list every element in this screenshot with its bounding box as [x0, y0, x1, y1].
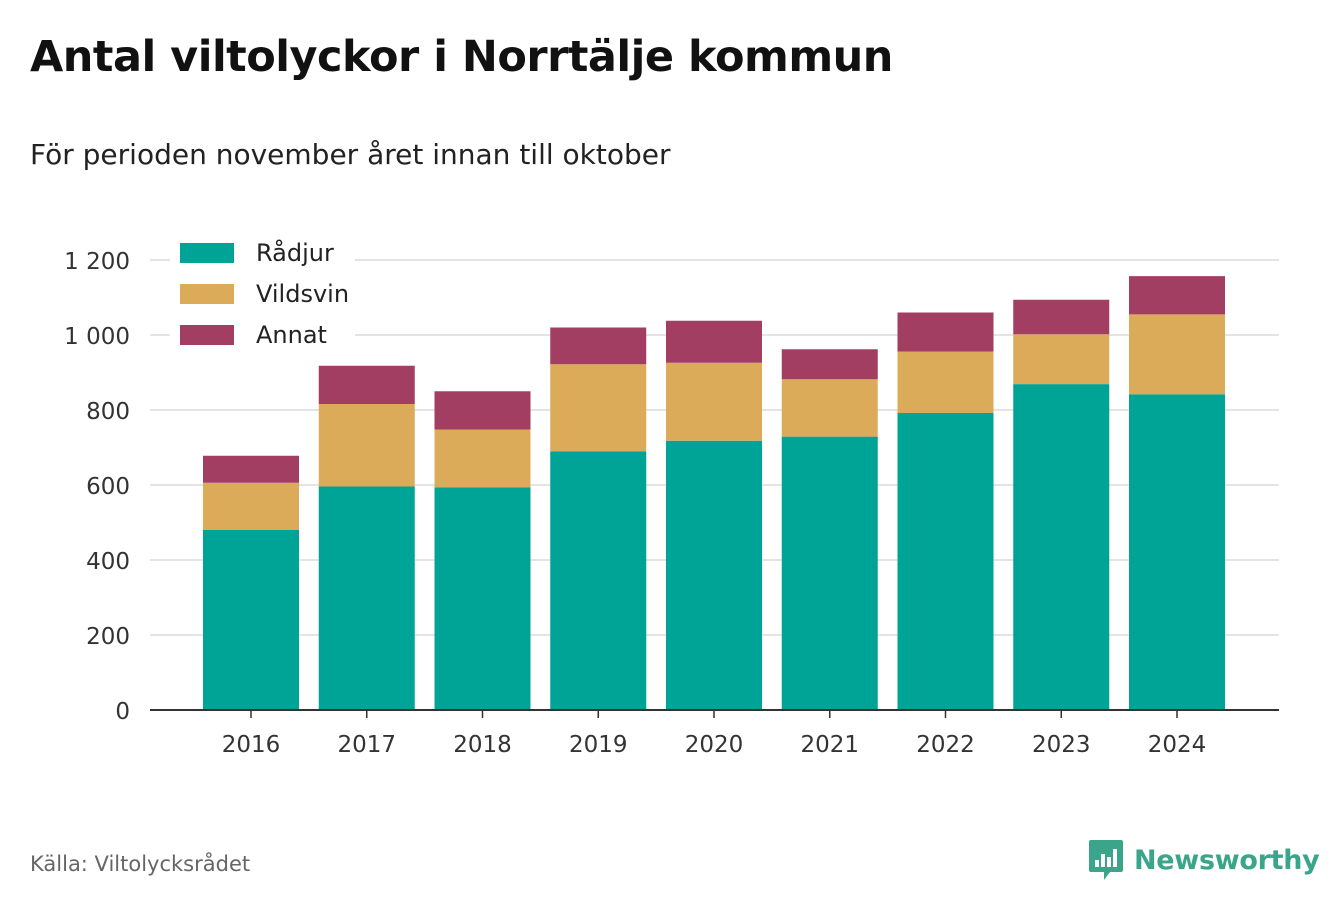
- bar-vildsvin-2016: [203, 482, 299, 530]
- x-tick-label: 2024: [1148, 732, 1207, 758]
- y-tick-label: 800: [86, 399, 130, 425]
- bar-rdjur-2017: [318, 486, 415, 710]
- legend-label: Vildsvin: [256, 280, 349, 308]
- legend-swatch: [180, 284, 234, 304]
- bar-rdjur-2016: [203, 530, 299, 710]
- y-tick-label: 0: [115, 699, 130, 725]
- bar-vildsvin-2023: [1013, 334, 1110, 385]
- bar-vildsvin-2021: [781, 379, 878, 437]
- x-tick-label: 2021: [800, 732, 859, 758]
- y-tick-label: 200: [86, 624, 130, 650]
- x-tick-label: 2023: [1032, 732, 1091, 758]
- bar-annat-2021: [781, 349, 878, 380]
- bar-vildsvin-2019: [550, 364, 647, 452]
- x-tick-label: 2016: [222, 732, 281, 758]
- x-tick-label: 2017: [337, 732, 396, 758]
- bar-annat-2023: [1013, 299, 1110, 335]
- bar-chart-speech-bubble-icon: [1089, 840, 1123, 880]
- bar-annat-2019: [550, 327, 647, 365]
- bar-annat-2017: [318, 365, 415, 404]
- legend-swatch: [180, 325, 234, 345]
- x-tick-label: 2018: [453, 732, 512, 758]
- bar-annat-2024: [1129, 276, 1225, 315]
- bar-vildsvin-2024: [1129, 314, 1225, 395]
- bar-vildsvin-2017: [318, 404, 415, 487]
- y-tick-label: 1 200: [64, 249, 130, 275]
- y-tick-label: 1 000: [64, 324, 130, 350]
- y-tick-label: 400: [86, 549, 130, 575]
- bar-annat-2018: [434, 391, 531, 430]
- bar-rdjur-2024: [1129, 394, 1225, 710]
- bar-rdjur-2020: [666, 440, 762, 710]
- legend-label: Annat: [256, 321, 327, 349]
- chart-subtitle: För perioden november året innan till ok…: [30, 138, 671, 171]
- bar-rdjur-2023: [1013, 384, 1110, 710]
- legend-label: Rådjur: [256, 238, 334, 267]
- bar-annat-2016: [203, 455, 299, 483]
- bar-vildsvin-2018: [434, 429, 531, 488]
- brand-name: Newsworthy: [1134, 844, 1320, 876]
- chart-title: Antal viltolyckor i Norrtälje kommun: [30, 32, 893, 82]
- x-tick-label: 2022: [916, 732, 975, 758]
- x-tick-label: 2019: [569, 732, 628, 758]
- bar-annat-2022: [897, 312, 994, 352]
- brand-logo: Newsworthy: [1088, 838, 1320, 882]
- x-tick-label: 2020: [685, 732, 744, 758]
- bar-rdjur-2019: [550, 451, 647, 710]
- bar-vildsvin-2020: [666, 362, 762, 441]
- legend-swatch: [180, 243, 234, 263]
- bar-rdjur-2022: [897, 413, 994, 710]
- bar-rdjur-2018: [434, 487, 531, 710]
- bar-annat-2020: [666, 320, 762, 363]
- y-tick-label: 600: [86, 474, 130, 500]
- bar-rdjur-2021: [781, 436, 878, 710]
- source-note: Källa: Viltolycksrådet: [30, 852, 251, 876]
- bar-vildsvin-2022: [897, 351, 994, 413]
